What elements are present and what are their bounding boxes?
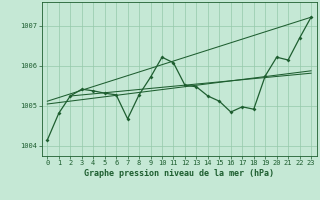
X-axis label: Graphe pression niveau de la mer (hPa): Graphe pression niveau de la mer (hPa): [84, 169, 274, 178]
